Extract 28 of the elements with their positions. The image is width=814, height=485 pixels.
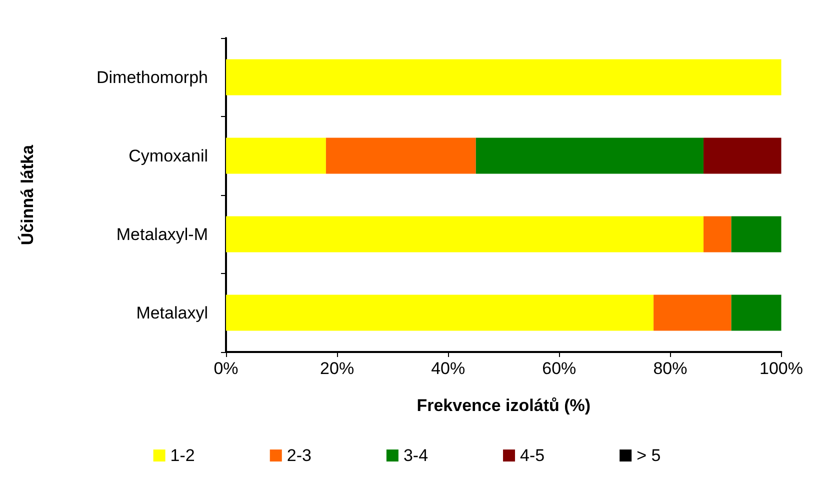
bar	[654, 294, 732, 331]
y-tick-label: Metalaxyl-M	[116, 224, 208, 244]
x-tick-label: 40%	[431, 359, 466, 378]
y-tick-label: Dimethomorph	[96, 68, 208, 87]
x-tick-label: 100%	[760, 359, 804, 378]
bar	[704, 216, 732, 252]
x-tick-label: 20%	[320, 359, 354, 378]
bar	[731, 216, 782, 252]
x-axis-title: Frekvence izolátů (%)	[416, 396, 591, 415]
legend-label: 3-4	[403, 446, 428, 465]
legend-label: 2-3	[286, 446, 312, 465]
x-tick-label: 0%	[214, 359, 238, 378]
x-tick-label: 80%	[653, 359, 688, 378]
bar	[476, 138, 704, 174]
bar	[326, 138, 476, 174]
y-axis-title: Účinná látka	[17, 144, 37, 246]
bar	[226, 216, 704, 252]
legend-label: 1-2	[170, 446, 195, 465]
x-tick-label: 60%	[542, 359, 576, 378]
bar	[226, 138, 326, 174]
y-tick-label: Cymoxanil	[128, 146, 208, 166]
bar	[704, 138, 782, 174]
bar	[226, 59, 782, 96]
legend-label: > 5	[636, 446, 661, 465]
y-tick-label: Metalaxyl	[136, 303, 208, 322]
legend-label: 4-5	[520, 446, 545, 465]
bar	[731, 294, 782, 331]
bar	[226, 294, 654, 331]
